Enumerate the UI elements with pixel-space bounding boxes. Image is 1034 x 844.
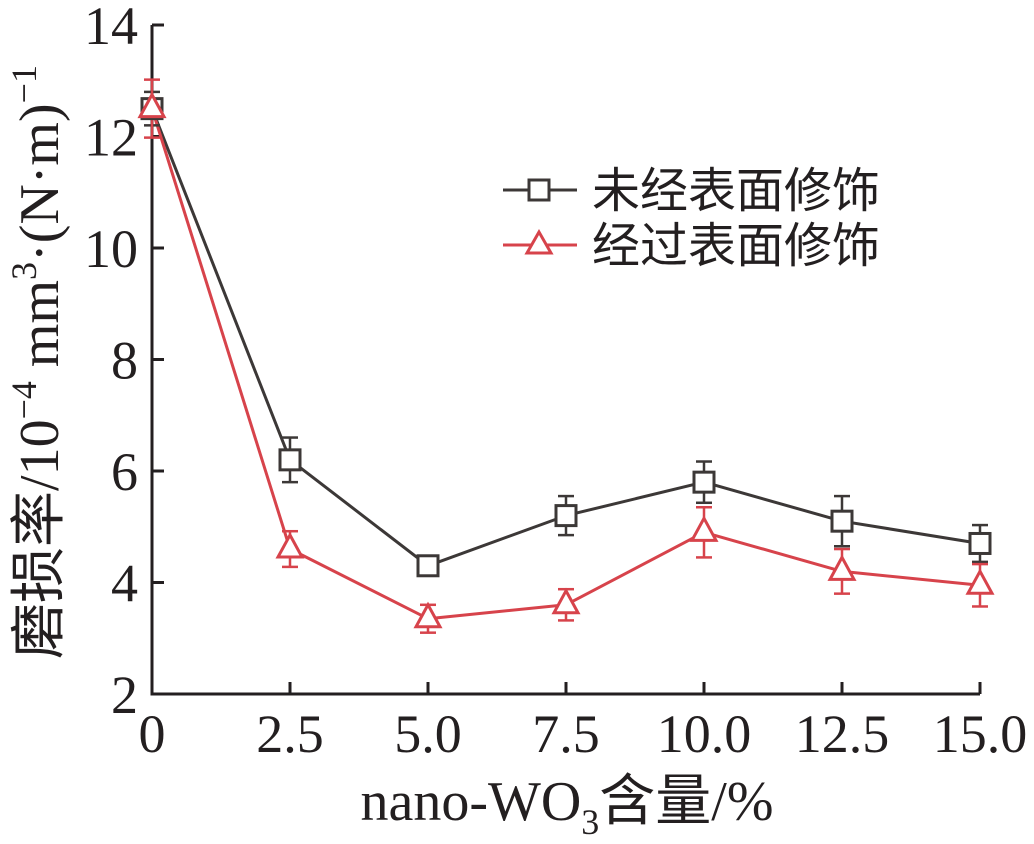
square-marker (830, 509, 854, 533)
legend-label: 经过表面修饰 (592, 220, 880, 273)
legend-marker-square (527, 178, 551, 202)
y-axis-label-unit: mm (9, 280, 71, 381)
y-axis-label-main: 磨损率/10 (9, 419, 71, 659)
triangle-marker (827, 554, 857, 581)
x-axis-label-subscript: 3 (581, 802, 599, 842)
legend-item: 未经表面修饰 (503, 165, 880, 218)
triangle-marker (965, 568, 995, 595)
y-tick-label: 10 (84, 219, 138, 279)
y-tick-label: 2 (111, 665, 138, 725)
y-axis-label-unit-exponent: 3 (4, 262, 44, 280)
square-marker (968, 531, 992, 555)
x-axis-label-main: nano-WO (360, 771, 581, 833)
x-tick-label: 15.0 (933, 704, 1028, 764)
data-markers (137, 91, 995, 629)
y-tick-label: 12 (84, 108, 138, 168)
error-bars (144, 78, 988, 634)
x-tick-label: 0 (139, 704, 166, 764)
y-tick-label: 14 (84, 0, 138, 56)
legend: 未经表面修饰 经过表面修饰 (503, 165, 880, 273)
x-axis-label: nano-WO3含量/% (360, 771, 773, 842)
x-axis-label-unit: 含量/% (599, 771, 773, 833)
y-axis-label-exponent: −4 (4, 381, 44, 419)
square-marker (692, 470, 716, 494)
plot-area (137, 78, 995, 634)
legend-label: 未经表面修饰 (592, 165, 880, 218)
triangle-marker (689, 515, 719, 542)
triangle-marker (551, 587, 581, 615)
y-tick-label: 4 (111, 554, 138, 614)
legend-marker-triangle (524, 228, 554, 255)
triangle-marker (137, 91, 167, 119)
x-tick-label: 2.5 (256, 704, 324, 764)
x-tick-label: 10.0 (657, 704, 752, 764)
square-marker (554, 504, 578, 528)
y-tick-label: 8 (111, 331, 138, 391)
square-marker (278, 448, 302, 472)
y-tick-label: 6 (111, 442, 138, 502)
square-marker (416, 554, 440, 578)
ticks: 0 2.5 5.0 7.5 10.0 12.5 15.0 2 4 6 8 10 12 14 (84, 0, 1027, 764)
x-tick-label: 5.0 (394, 704, 462, 764)
y-axis-label-denominator-exponent: −1 (4, 65, 44, 103)
triangle-marker (275, 531, 305, 559)
x-tick-label: 12.5 (795, 704, 890, 764)
x-tick-label: 7.5 (532, 704, 600, 764)
legend-item: 经过表面修饰 (503, 220, 880, 273)
y-axis-label-unit-denominator: ·(N·m) (9, 103, 71, 262)
y-axis-label: 磨损率/10−4 mm3·(N·m)−1 (4, 65, 71, 659)
triangle-marker (413, 601, 443, 629)
